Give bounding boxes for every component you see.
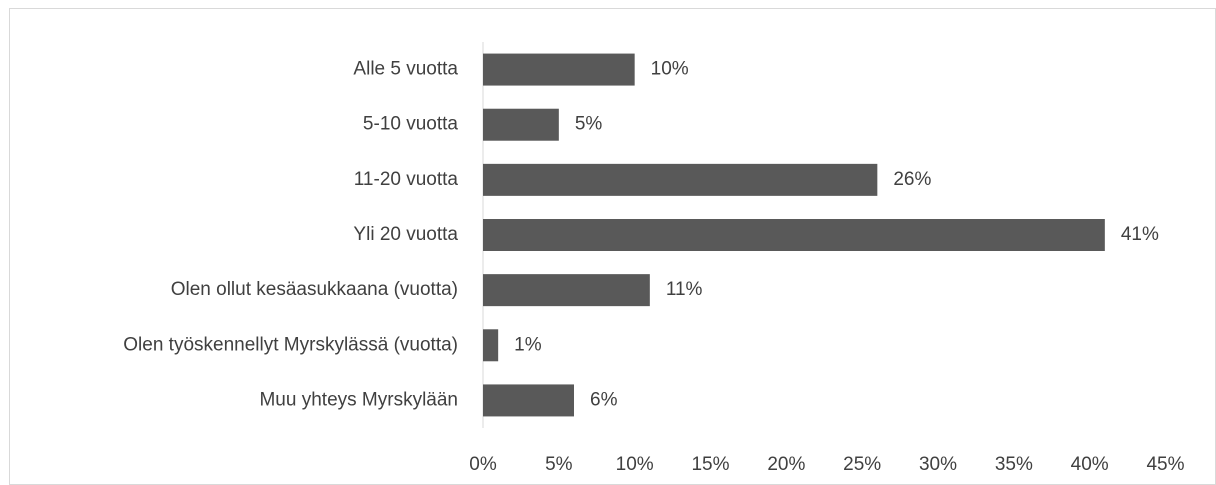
bar	[483, 384, 574, 417]
x-tick-label: 0%	[469, 454, 497, 475]
data-label: 1%	[514, 334, 542, 355]
x-tick-label: 15%	[691, 454, 729, 475]
x-tick-label: 5%	[545, 454, 573, 475]
data-label: 6%	[590, 389, 618, 410]
y-tick-label: 11-20 vuotta	[354, 169, 459, 190]
data-label: 5%	[575, 114, 603, 135]
x-tick-label: 45%	[1146, 454, 1184, 475]
x-tick-label: 40%	[1071, 454, 1109, 475]
y-tick-label: Alle 5 vuotta	[353, 59, 458, 80]
data-label: 26%	[893, 169, 931, 190]
bar	[483, 219, 1105, 251]
x-tick-label: 30%	[919, 454, 957, 475]
bar	[483, 274, 650, 307]
data-label: 41%	[1121, 224, 1159, 245]
y-tick-label: Yli 20 vuotta	[353, 224, 458, 245]
x-tick-label: 35%	[995, 454, 1033, 475]
bar	[483, 329, 499, 362]
y-tick-label: Olen ollut kesäasukkaana (vuotta)	[171, 279, 458, 300]
x-tick-label: 10%	[616, 454, 654, 475]
bar	[483, 163, 878, 196]
y-tick-label: Olen työskennellyt Myrskylässä (vuotta)	[123, 334, 458, 355]
x-tick-label: 20%	[767, 454, 805, 475]
y-tick-label: 5-10 vuotta	[363, 114, 458, 135]
bar	[483, 53, 635, 86]
data-label: 11%	[666, 279, 703, 300]
x-tick-label: 25%	[843, 454, 881, 475]
data-label: 10%	[651, 59, 689, 80]
bar	[483, 108, 559, 141]
y-tick-label: Muu yhteys Myrskylään	[259, 389, 458, 410]
